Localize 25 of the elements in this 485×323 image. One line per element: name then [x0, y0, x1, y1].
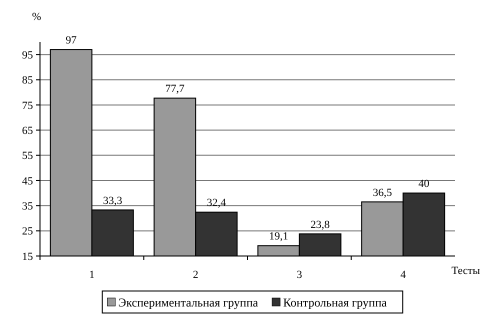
y-tick-label: 95	[22, 49, 34, 62]
x-tick-label: 2	[192, 269, 198, 281]
data-label: 32,4	[206, 197, 226, 210]
data-label: 36,5	[372, 186, 392, 199]
data-label: 23,8	[310, 218, 330, 231]
y-tick-label: 45	[22, 175, 34, 188]
y-tick-label: 75	[22, 100, 34, 112]
y-tick-label: 85	[22, 74, 34, 87]
data-label: 40	[418, 178, 430, 190]
legend-label: Экспериментальная группа	[118, 296, 259, 310]
data-label: 97	[66, 34, 78, 47]
data-label: 77,7	[165, 83, 185, 96]
data-label: 19,1	[269, 230, 288, 243]
y-tick-label: 15	[22, 250, 34, 263]
y-tick-label: 35	[22, 200, 34, 212]
y-tick-label: 55	[22, 150, 34, 162]
x-tick-label: 1	[89, 269, 95, 281]
data-label: 33,3	[103, 194, 123, 207]
x-axis-title: Тесты	[451, 265, 481, 277]
legend-label: Контрольная группа	[283, 296, 388, 310]
y-tick-label: 65	[22, 124, 34, 137]
x-tick-label: 3	[296, 269, 303, 281]
x-tick-label: 4	[400, 269, 406, 281]
y-tick-label: 25	[22, 226, 34, 238]
y-axis-title: %	[32, 11, 42, 23]
